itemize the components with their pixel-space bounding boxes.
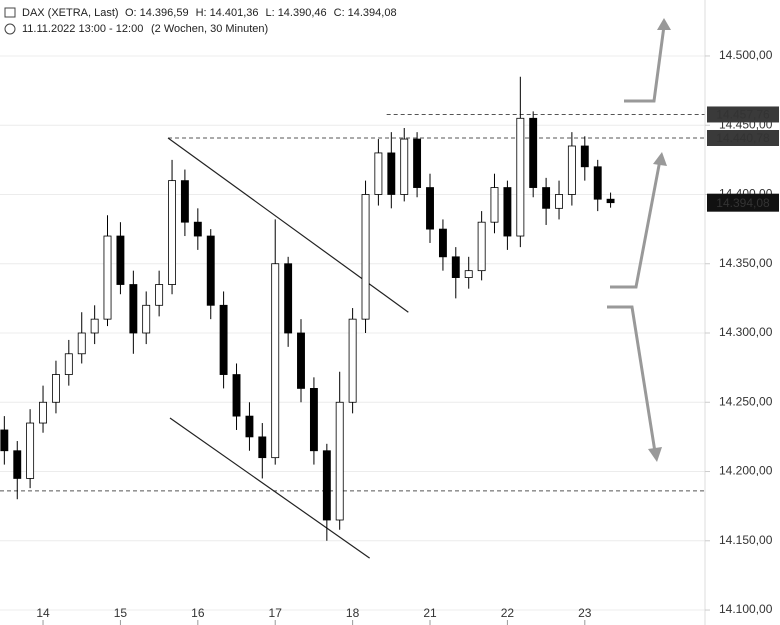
candle-body xyxy=(13,450,22,479)
candle-body xyxy=(271,263,280,459)
candle-body xyxy=(168,180,176,285)
candle-body xyxy=(245,415,254,438)
candle-body xyxy=(451,256,460,278)
x-tick-label: 17 xyxy=(269,606,283,620)
price-label: 14.457,76 xyxy=(716,108,770,122)
last-price-label: 14.394,08 xyxy=(716,196,770,210)
timestamp: 11.11.2022 13:00 - 12:00 xyxy=(22,23,143,35)
y-tick-label: 14.350,00 xyxy=(719,256,773,270)
arrows xyxy=(607,18,671,462)
price-label: 14.440,78 xyxy=(716,131,770,145)
arrow-head xyxy=(653,152,667,166)
candle-body xyxy=(503,187,512,237)
candle-body xyxy=(0,429,9,452)
candle-body xyxy=(322,450,331,521)
price-label-box xyxy=(707,129,779,146)
candle-body xyxy=(206,235,215,306)
candle-body xyxy=(52,374,60,403)
candle-body xyxy=(335,401,344,521)
candle-body xyxy=(580,145,589,168)
ohlc-key: O: xyxy=(125,7,137,19)
candle-body xyxy=(258,436,267,459)
candle-body xyxy=(516,117,525,237)
arrow-head xyxy=(657,18,671,30)
x-tick-label: 21 xyxy=(423,606,437,620)
x-tick-label: 18 xyxy=(346,606,360,620)
arrow-up xyxy=(624,25,666,103)
candle-body xyxy=(142,304,151,334)
candle-body xyxy=(555,194,563,209)
candle-body xyxy=(90,318,99,334)
last-price-box xyxy=(707,193,779,212)
candle-body xyxy=(400,138,409,195)
arrow-up xyxy=(610,159,662,289)
candle-body xyxy=(413,138,422,188)
candle-body xyxy=(116,235,125,285)
candle-body xyxy=(39,401,47,424)
candle-body xyxy=(129,284,138,334)
candle-body xyxy=(348,318,357,403)
plot xyxy=(0,76,705,559)
trendline xyxy=(169,417,370,559)
candle-body xyxy=(477,221,486,272)
x-tick-label: 22 xyxy=(501,606,515,620)
arrow-head xyxy=(648,447,662,462)
y-tick-label: 14.300,00 xyxy=(719,325,773,339)
chart-icon xyxy=(4,7,16,18)
x-tick-label: 14 xyxy=(36,606,50,620)
candle-body xyxy=(77,332,86,355)
candle-body xyxy=(542,187,551,209)
candle-body xyxy=(193,221,202,237)
candle-body xyxy=(464,270,473,278)
y-tick-label: 14.150,00 xyxy=(719,533,773,547)
price-label-box xyxy=(707,106,779,123)
ohlc-key: H: xyxy=(196,7,207,19)
chart-title: DAX (XETRA, Last) xyxy=(22,7,119,19)
candle-body xyxy=(606,198,615,204)
clock-icon xyxy=(4,23,16,35)
y-tick-label: 14.100,00 xyxy=(719,602,773,616)
candle-body xyxy=(567,145,576,195)
ohlc-value: 14.394,08 xyxy=(348,7,397,19)
header: DAX (XETRA, Last) 11.11.2022 13:00 - 12:… xyxy=(4,7,268,35)
candle-body xyxy=(361,194,370,320)
candle-body xyxy=(219,304,228,375)
axis-labels: 14.100,00 14.150,00 14.200,00 14.250,00 14.3… xyxy=(36,48,779,625)
candle-body xyxy=(387,152,396,195)
candle-body xyxy=(309,388,318,452)
candle-body xyxy=(232,374,241,417)
ohlc-value: 14.396,59 xyxy=(140,7,189,19)
x-tick-label: 15 xyxy=(114,606,128,620)
candle-body xyxy=(26,422,35,479)
y-tick-label: 14.250,00 xyxy=(719,394,773,408)
candle-body xyxy=(593,166,602,200)
ohlc-key: C: xyxy=(334,7,345,19)
x-tick-label: 16 xyxy=(191,606,205,620)
candle-body xyxy=(438,228,447,258)
candle-body xyxy=(490,187,499,223)
candle-body xyxy=(64,353,73,375)
candle-body xyxy=(180,180,189,223)
candle-body xyxy=(155,284,164,306)
candle-body xyxy=(297,332,305,389)
y-tick-label: 14.500,00 xyxy=(719,48,773,62)
period: (2 Wochen, 30 Minuten) xyxy=(151,23,268,35)
x-tick-label: 23 xyxy=(578,606,592,620)
ohlc-key: L: xyxy=(266,7,275,19)
ohlc-value: 14.390,46 xyxy=(278,7,327,19)
candle-body xyxy=(103,235,112,320)
arrow-down xyxy=(607,305,657,453)
candle-body xyxy=(529,117,538,188)
ohlc-value: 14.401,36 xyxy=(210,7,259,19)
candle-body xyxy=(374,152,383,195)
candle-body xyxy=(284,263,293,334)
y-tick-label: 14.200,00 xyxy=(719,464,773,478)
candle-body xyxy=(426,187,434,230)
